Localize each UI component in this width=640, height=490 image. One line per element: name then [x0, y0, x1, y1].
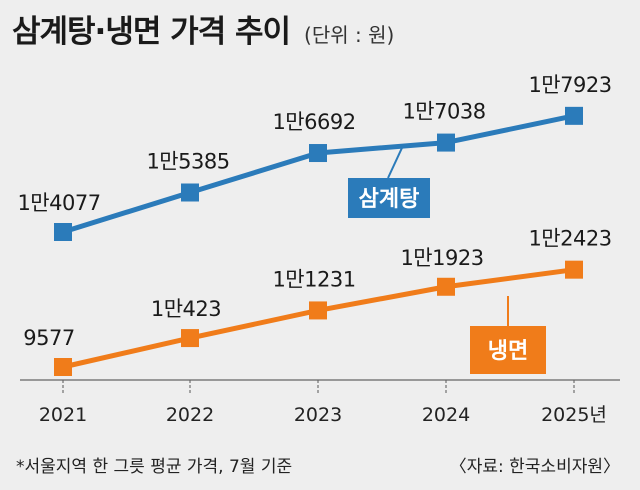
data-point — [309, 144, 327, 163]
data-point — [181, 329, 199, 348]
x-tick-label: 2025년 — [541, 404, 607, 426]
data-label: 1만1231 — [272, 267, 355, 291]
series-badge-bg — [348, 178, 430, 218]
x-tick-label: 2024 — [422, 404, 470, 426]
series-badge-label: 삼계탕 — [359, 187, 420, 212]
label-leader-line — [387, 147, 403, 179]
data-label: 9577 — [23, 326, 74, 350]
data-point — [54, 223, 72, 241]
data-point — [437, 277, 455, 296]
data-label: 1만7038 — [402, 100, 485, 124]
chart-title: 삼계탕·냉면 가격 추이 — [12, 14, 291, 50]
data-point — [437, 133, 455, 152]
data-point — [565, 106, 583, 125]
series-badge-bg — [470, 326, 546, 374]
unit-label: (단위 : 원) — [304, 23, 395, 47]
data-label: 1만2423 — [528, 227, 611, 251]
x-tick-label: 2023 — [294, 404, 342, 426]
data-label: 1만7923 — [528, 73, 611, 97]
data-label: 1만1923 — [400, 246, 483, 270]
data-label: 1만4077 — [17, 191, 100, 215]
data-point — [565, 260, 583, 279]
data-label: 1만5385 — [146, 149, 229, 173]
source-note: 〈자료: 한국소비자원〉 — [449, 457, 620, 477]
data-point — [181, 183, 199, 202]
x-tick-label: 2021 — [39, 404, 87, 426]
chart-header: 삼계탕·냉면 가격 추이 (단위 : 원) — [12, 6, 394, 51]
data-point — [309, 301, 327, 320]
line-chart: 2021 2022 2023 2024 2025년 1만4077 1만5385 1만6692 1… — [17, 73, 620, 426]
data-label: 1만6692 — [272, 110, 355, 134]
footnote: *서울지역 한 그릇 평균 가격, 7월 기준 — [16, 457, 293, 477]
series-badge-label: 냉면 — [488, 339, 528, 364]
x-tick-label: 2022 — [166, 404, 214, 426]
data-point — [54, 358, 72, 376]
data-label: 1만423 — [151, 297, 221, 321]
